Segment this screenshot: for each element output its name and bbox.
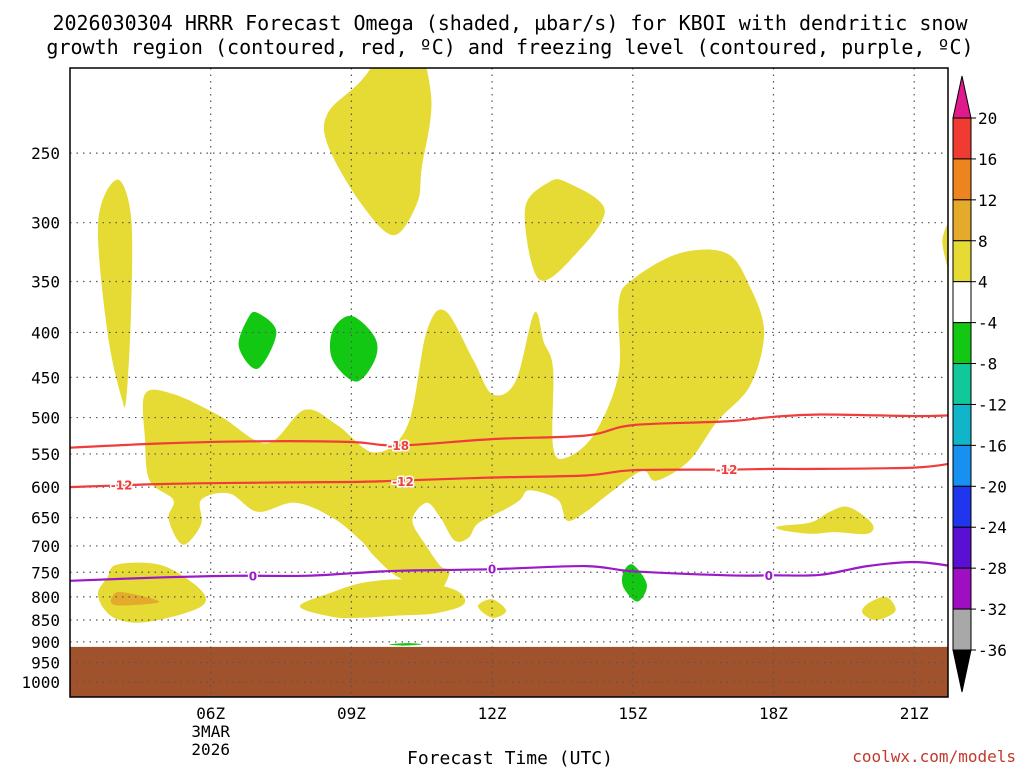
plot-area: -18 -12 -12 -12 0 0 0 <box>69 67 949 698</box>
omega-upper-left-plume <box>97 179 133 408</box>
freezing-level <box>70 560 948 582</box>
chart-title-line1: 2026030304 HRRR Forecast Omega (shaded, … <box>52 11 968 35</box>
plot-inner: -18 -12 -12 -12 0 0 0 <box>70 68 948 697</box>
x-tick-label-15Z: 15Z <box>618 704 647 723</box>
colorbar: 20 16 12 8 4 -4 -8 -12 -16 -20 -24 -28 -32 -36 <box>952 75 1007 693</box>
omega-upper-wedge-13z <box>524 179 605 281</box>
colorbar-label-1: 16 <box>978 150 997 169</box>
omega-right-edge <box>942 223 948 269</box>
colorbar-box-12 <box>952 608 972 651</box>
colorbar-box-9 <box>952 485 972 528</box>
y-tick-label-300: 300 <box>31 214 60 233</box>
colorbar-box-10 <box>952 526 972 569</box>
colorbar-box-4 <box>952 281 972 324</box>
chart-title-line2: growth region (contoured, red, ºC) and f… <box>46 35 973 59</box>
colorbar-box-6 <box>952 363 972 405</box>
colorbar-box-5 <box>952 322 972 365</box>
y-tick-label-500: 500 <box>31 409 60 428</box>
minus-12-isotherm <box>70 462 948 489</box>
colorbar-label-13: -36 <box>978 641 1007 660</box>
colorbar-label-12: -32 <box>978 600 1007 619</box>
y-tick-label-850: 850 <box>31 611 60 630</box>
y-tick-label-350: 350 <box>31 273 60 292</box>
minus-12-isotherm-label-0: -12 <box>111 479 133 493</box>
x-tick-label-18Z: 18Z <box>759 704 788 723</box>
colorbar-box-8 <box>952 444 972 487</box>
minus-12-isotherm-label-2: -12 <box>716 463 738 477</box>
y-tick-label-1000: 1000 <box>21 673 60 692</box>
y-tick-label-750: 750 <box>31 563 60 582</box>
colorbar-box-11 <box>952 567 972 610</box>
y-tick-label-800: 800 <box>31 588 60 607</box>
colorbar-label-11: -28 <box>978 559 1007 578</box>
omega-main-band <box>142 249 765 593</box>
colorbar-label-0: 20 <box>978 109 997 128</box>
colorbar-label-4: 4 <box>978 273 988 292</box>
colorbar-box-1 <box>952 158 972 201</box>
freezing-level-label-1: 0 <box>488 563 496 577</box>
plot-frame <box>69 67 949 698</box>
freezing-level-label-2: 0 <box>765 569 773 583</box>
colorbar-box-2 <box>952 199 972 242</box>
freezing-level-label-0: 0 <box>249 569 257 583</box>
x-tick-label-06Z: 06Z <box>196 704 225 723</box>
x-tick-label-21Z: 21Z <box>900 704 929 723</box>
colorbar-label-3: 8 <box>978 232 988 251</box>
colorbar-bottom-arrow <box>952 649 972 693</box>
omega-right-band-650 <box>776 506 874 535</box>
x-tick-year-06Z: 2026 <box>191 740 230 759</box>
y-tick-label-400: 400 <box>31 323 60 342</box>
colorbar-label-9: -20 <box>978 477 1007 496</box>
omega-green-cell-15z <box>621 564 647 602</box>
x-tick-label-12Z: 12Z <box>478 704 507 723</box>
omega-green-sliver-10z <box>388 643 422 646</box>
y-tick-label-650: 650 <box>31 509 60 528</box>
y-tick-label-600: 600 <box>31 478 60 497</box>
colorbar-box-0 <box>952 117 972 160</box>
y-tick-label-550: 550 <box>31 445 60 464</box>
colorbar-label-8: -16 <box>978 436 1007 455</box>
colorbar-label-2: 12 <box>978 191 997 210</box>
colorbar-label-10: -24 <box>978 518 1007 537</box>
omega-green-cell-07z <box>238 311 277 370</box>
minus-12-isotherm-label-1: -12 <box>392 475 414 489</box>
y-tick-label-450: 450 <box>31 368 60 387</box>
y-tick-label-700: 700 <box>31 537 60 556</box>
minus-18-isotherm <box>70 413 948 449</box>
omega-low-09z-blob <box>299 579 466 619</box>
omega-orange-core <box>110 591 160 606</box>
x-tick-date-06Z: 3MAR <box>191 722 230 741</box>
omega-small-20z <box>862 596 896 621</box>
y-tick-label-950: 950 <box>31 653 60 672</box>
colorbar-box-7 <box>952 403 972 446</box>
omega-green-cell-09z <box>329 315 378 382</box>
x-tick-label-09Z: 09Z <box>337 704 366 723</box>
y-tick-label-900: 900 <box>31 633 60 652</box>
axis-ticks: 250 300 350 400 450 500 550 600 650 700 750 800 850 9… <box>21 144 929 759</box>
credit-text: coolwx.com/models <box>852 747 1016 766</box>
colorbar-label-5: -4 <box>978 314 997 333</box>
omega-upper-blob-09z <box>323 68 432 236</box>
colorbar-label-6: -8 <box>978 355 997 374</box>
colorbar-label-7: -12 <box>978 395 1007 414</box>
minus-18-isotherm-label-0: -18 <box>387 439 409 453</box>
y-tick-label-250: 250 <box>31 144 60 163</box>
ground-fill <box>70 646 948 697</box>
colorbar-box-3 <box>952 240 972 283</box>
x-axis-label: Forecast Time (UTC) <box>407 748 613 768</box>
